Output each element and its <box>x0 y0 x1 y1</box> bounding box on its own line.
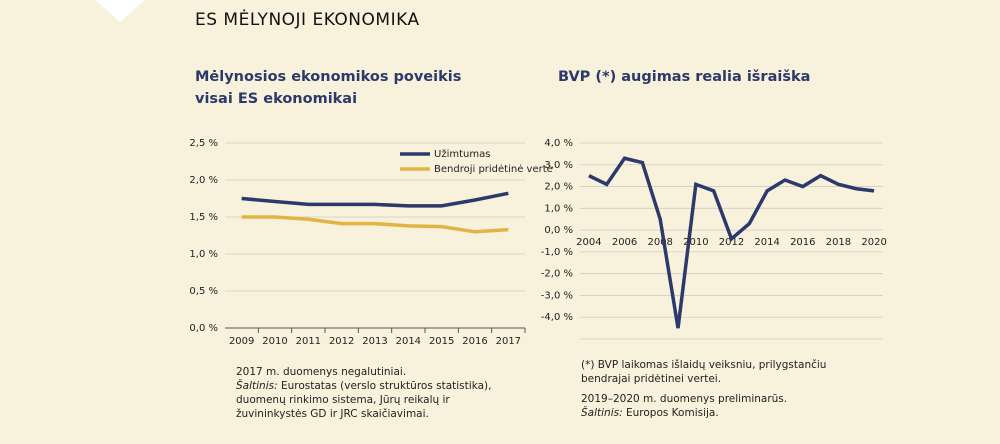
source: Šaltinis: Eurostatas (verslo struktūros … <box>236 379 516 421</box>
y-tick-label: 1,0 % <box>544 203 573 214</box>
y-tick-label: -1,0 % <box>541 247 573 258</box>
line <box>588 156 875 329</box>
line <box>241 191 509 208</box>
note: 2017 m. duomenys negalutiniai. <box>236 366 407 378</box>
x-tick-label: 2014 <box>754 237 779 248</box>
y-tick-label: 4,0 % <box>544 138 573 149</box>
source-text: Eurostatas (verslo struktūros statistika… <box>236 380 492 420</box>
x-tick-label: 2020 <box>861 237 886 248</box>
source-label: Šaltinis: <box>581 407 623 419</box>
x-tick-label: 2010 <box>262 336 287 347</box>
y-tick-label: 2,0 % <box>189 175 218 186</box>
page-title: ES MĖLYNOJI EKONOMIKA <box>195 10 420 30</box>
x-tick-label: 2011 <box>296 336 321 347</box>
notes: 2017 m. duomenys negalutiniai. Šaltinis:… <box>236 365 516 421</box>
legend-label: Užimtumas <box>434 148 490 160</box>
x-tick-label: 2018 <box>826 237 851 248</box>
y-tick-label: 0,0 % <box>189 323 218 334</box>
line <box>241 215 509 234</box>
x-tick-label: 2006 <box>612 237 637 248</box>
chart-title: BVP (*) augimas realia išraiška <box>558 69 811 85</box>
y-tick-label: 0,5 % <box>189 286 218 297</box>
x-tick-label: 2012 <box>719 237 744 248</box>
x-tick-label: 2004 <box>576 237 601 248</box>
x-tick-label: 2014 <box>396 336 421 347</box>
y-tick-label: 0,0 % <box>544 225 573 236</box>
y-tick-label: 2,0 % <box>544 182 573 193</box>
x-tick-label: 2013 <box>362 336 387 347</box>
notes: (*) BVP laikomas išlaidų veiksniu, prily… <box>581 358 871 420</box>
corner-mark <box>95 0 145 22</box>
legend-label: Bendroji pridėtinė vertė <box>434 164 553 175</box>
x-tick-label: 2017 <box>496 336 521 347</box>
x-tick-label: 2009 <box>229 336 254 347</box>
y-tick-label: 3,0 % <box>544 160 573 171</box>
source-text: Europos Komisija. <box>625 407 719 419</box>
source: Šaltinis: Europos Komisija. <box>581 406 871 420</box>
x-tick-label: 2015 <box>429 336 454 347</box>
y-tick-label: -2,0 % <box>541 269 573 280</box>
chart-title: Mėlynosios ekonomikos poveikis visai ES … <box>195 69 462 107</box>
source-label: Šaltinis: <box>236 380 278 392</box>
y-tick-label: 1,0 % <box>189 249 218 260</box>
y-tick-label: -3,0 % <box>541 290 573 301</box>
y-tick-label: 2,5 % <box>189 138 218 149</box>
note: (*) BVP laikomas išlaidų veiksniu, prily… <box>581 359 827 385</box>
x-tick-label: 2012 <box>329 336 354 347</box>
y-tick-label: -4,0 % <box>541 312 573 323</box>
x-tick-label: 2008 <box>647 237 672 248</box>
note: 2019–2020 m. duomenys preliminarūs. <box>581 393 788 405</box>
x-tick-label: 2016 <box>790 237 815 248</box>
y-tick-label: 1,5 % <box>189 212 218 223</box>
x-tick-label: 2016 <box>462 336 487 347</box>
x-tick-label: 2010 <box>683 237 708 248</box>
